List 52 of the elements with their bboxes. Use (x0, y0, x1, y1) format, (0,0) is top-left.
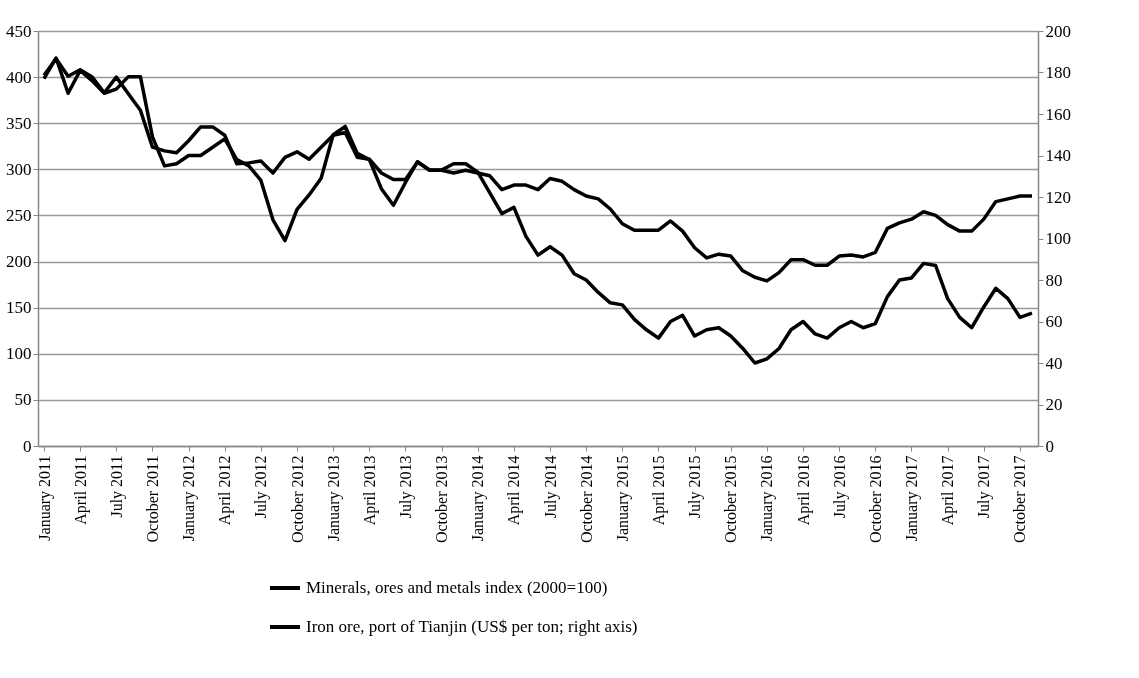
x-tick-label: July 2013 (396, 455, 415, 519)
x-tick-label: January 2011 (35, 455, 54, 541)
x-tick-label: July 2017 (975, 455, 994, 519)
y2-tick-label: 180 (1045, 63, 1071, 82)
legend-label: Minerals, ores and metals index (2000=100) (306, 578, 608, 597)
x-tick-label: October 2016 (866, 455, 884, 544)
y2-tick-label: 100 (1045, 229, 1071, 248)
x-tick-label: July 2014 (541, 455, 560, 519)
y2-tick-label: 140 (1045, 146, 1071, 165)
y-tick-label: 200 (6, 252, 32, 272)
x-tick-label: July 2011 (107, 455, 126, 518)
y-tick-label: 50 (14, 390, 32, 410)
x-tick-label: July 2012 (252, 455, 271, 519)
x-tick-label: January 2013 (324, 455, 343, 542)
x-tick-label: July 2015 (686, 455, 705, 519)
x-tick-label: April 2015 (649, 455, 668, 526)
line-series (42, 56, 1034, 365)
x-tick-label: January 2015 (613, 455, 632, 542)
x-tick-label: January 2016 (758, 455, 777, 542)
x-tick-label: April 2016 (794, 455, 813, 526)
x-tick-label: April 2011 (71, 455, 90, 525)
y2-tick-label: 200 (1045, 21, 1071, 41)
x-tick-label: October 2015 (722, 455, 740, 544)
y-tick-label: 150 (6, 298, 32, 318)
y-tick-label: 350 (6, 113, 32, 133)
y2-tick-label: 120 (1045, 187, 1071, 207)
y-tick-label: 100 (6, 344, 32, 364)
x-tick-label: October 2012 (288, 455, 306, 544)
y-tick-label: 400 (6, 67, 32, 87)
y2-tick-label: 60 (1045, 312, 1063, 331)
x-tick-label: April 2013 (360, 455, 379, 526)
y2-tick-label: 40 (1045, 353, 1063, 373)
y2-tick-label: 0 (1045, 436, 1054, 456)
x-tick-label: July 2016 (830, 455, 849, 519)
y-tick-label: 0 (23, 436, 32, 456)
x-tick-label: October 2014 (577, 455, 595, 544)
x-tick-label: October 2013 (433, 455, 451, 544)
y-tick-label: 450 (6, 21, 32, 41)
x-tick-label: January 2012 (180, 455, 199, 542)
y-tick-label: 300 (6, 159, 32, 179)
x-tick-label: October 2017 (1011, 455, 1029, 544)
y2-tick-label: 160 (1045, 104, 1071, 124)
x-tick-label: January 2017 (902, 455, 921, 542)
y2-tick-label: 80 (1045, 270, 1063, 290)
y-tick-label: 250 (6, 205, 32, 225)
x-tick-label: April 2012 (216, 455, 235, 526)
legend-label: Iron ore, port of Tianjin (US$ per ton; right axis) (306, 617, 638, 636)
x-tick-label: April 2017 (939, 455, 958, 526)
x-tick-label: April 2014 (505, 455, 524, 526)
x-tick-label: October 2011 (143, 455, 161, 543)
x-tick-label: January 2014 (469, 455, 488, 542)
y2-tick-label: 20 (1045, 395, 1063, 414)
